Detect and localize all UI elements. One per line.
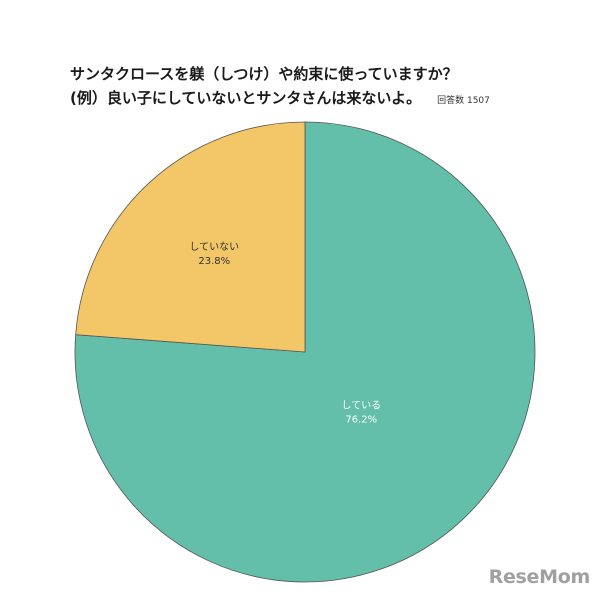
chart-header: サンタクロースを躾（しつけ）や約束に使っていますか？ (例）良い子にしていないと… [70, 62, 490, 113]
pie-slice-2 [75, 121, 306, 353]
slice-value-1: 76.2% [345, 415, 377, 426]
slice-value-2: 23.8% [198, 256, 230, 267]
pie-labels: している 76.2% していない 23.8% [189, 241, 381, 426]
slice-label-1: している [341, 400, 381, 412]
resemom-logo: ReseMom [488, 566, 591, 588]
chart-subtitle-row: (例）良い子にしていないとサンタさんは来ないよ。 回答数 1507 [70, 86, 490, 113]
pie-slices [74, 121, 536, 583]
response-count: 回答数 1507 [437, 96, 490, 106]
slice-label-2: していない [189, 241, 239, 253]
chart-title: サンタクロースを躾（しつけ）や約束に使っていますか？ [70, 65, 458, 83]
chart-subtitle: (例）良い子にしていないとサンタさんは来ないよ。 [70, 89, 422, 107]
